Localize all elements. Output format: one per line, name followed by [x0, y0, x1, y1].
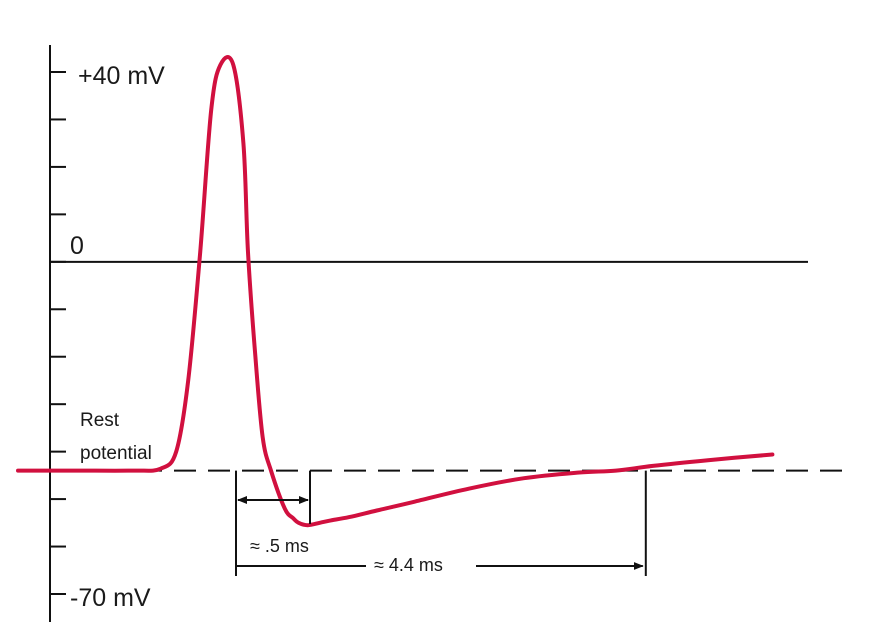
total-duration-label: ≈ 4.4 ms — [374, 555, 443, 575]
y-axis: +40 mV 0 -70 mV — [49, 45, 165, 622]
half-ms-label: ≈ .5 ms — [250, 536, 309, 556]
action-potential-trace — [16, 55, 775, 528]
y-tick-label-top: +40 mV — [78, 62, 165, 90]
rest-potential-label-line2: potential — [80, 443, 152, 464]
y-tick-label-zero: 0 — [70, 232, 84, 260]
duration-annotations: ≈ .5 ms ≈ 4.4 ms — [235, 470, 647, 576]
rest-potential-label-line1: Rest — [80, 410, 120, 431]
y-tick-label-bottom: -70 mV — [70, 584, 151, 612]
y-ticks — [50, 71, 66, 595]
